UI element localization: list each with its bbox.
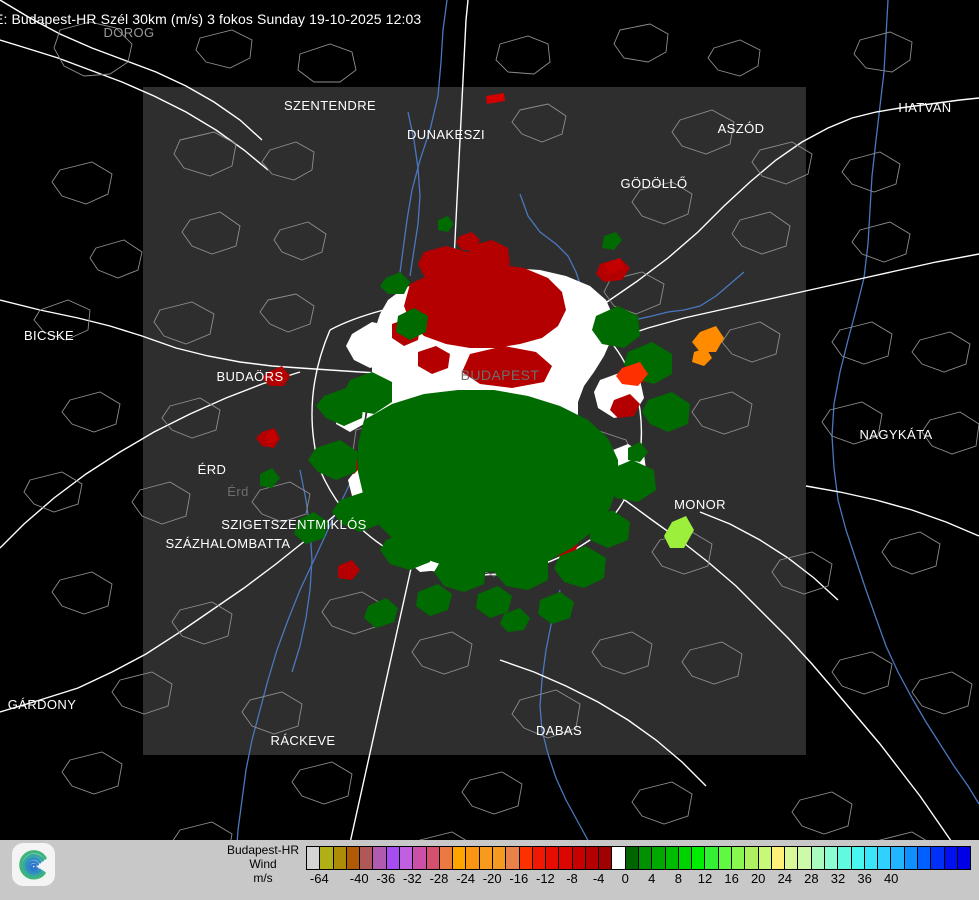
legend-swatch-4 [360,847,374,869]
legend-color-strip [306,846,971,870]
legend-tick-13: 8 [674,871,683,886]
isolated-echo-cells [266,93,724,548]
legend-title: Budapest-HR Wind m/s [222,843,304,885]
legend-tick-0: -64 [309,871,329,886]
legend-tick-2: -36 [376,871,396,886]
legend-swatch-42 [864,847,879,869]
legend-swatch-39 [824,847,839,869]
legend-swatch-40 [838,847,852,869]
legend-swatch-22 [599,847,613,869]
legend-swatch-41 [851,847,865,869]
legend-swatch-26 [652,847,666,869]
legend-swatch-23 [612,847,626,869]
legend-tick-18: 28 [804,871,819,886]
legend-swatch-21 [585,847,600,869]
legend-title-line-2: Wind [249,857,277,871]
legend-title-line-1: Budapest-HR [226,843,300,857]
legend-swatch-2 [333,847,347,869]
legend-swatch-12 [466,847,480,869]
inbound-velocity-echo [256,232,652,580]
legend-swatch-25 [639,847,653,869]
legend-swatch-0 [307,847,321,869]
outbound-velocity-echo [260,216,690,632]
legend-swatch-3 [346,847,361,869]
app-logo-icon[interactable] [11,842,56,887]
legend-swatch-20 [572,847,586,869]
legend-swatch-14 [492,847,507,869]
legend-swatch-17 [532,847,547,869]
legend-tick-1: -40 [349,871,369,886]
legend-swatch-16 [519,847,533,869]
legend-tick-6: -20 [482,871,502,886]
legend-swatch-32 [732,847,746,869]
legend-swatch-19 [559,847,573,869]
legend-swatch-29 [692,847,706,869]
legend-tick-20: 36 [857,871,872,886]
page-title: E: Budapest-HR Szél 30km (m/s) 3 fokos S… [0,11,421,27]
legend-swatch-30 [705,847,719,869]
title-text: Budapest-HR Szél 30km (m/s) 3 fokos Sund… [11,11,422,27]
title-prefix: E: [0,11,8,27]
legend-tick-7: -16 [509,871,529,886]
legend-swatch-49 [957,847,971,869]
legend-swatch-5 [373,847,387,869]
legend-tick-3: -32 [402,871,422,886]
legend-swatch-9 [426,847,440,869]
legend-tick-8: -12 [535,871,555,886]
color-scale-legend: Budapest-HR Wind m/s -64 -40 -36 -32 -28 -24-… [0,840,979,900]
legend-swatch-18 [546,847,560,869]
legend-swatch-28 [678,847,693,869]
legend-tick-11: 0 [621,871,629,886]
legend-swatch-46 [917,847,932,869]
legend-tick-21: 40 [883,871,899,886]
legend-swatch-36 [785,847,799,869]
legend-tick-15: 16 [724,871,739,886]
legend-swatch-37 [798,847,812,869]
legend-tick-12: 4 [648,871,656,886]
legend-swatch-24 [625,847,640,869]
legend-tick-labels: -64 -40 -36 -32 -28 -24 -20 -16 -12 -8 -4 0 4 8 12 16 20… [306,871,971,891]
legend-swatch-11 [453,847,467,869]
legend-swatch-10 [439,847,454,869]
legend-tick-10: -4 [592,871,605,886]
legend-swatch-7 [399,847,414,869]
legend-tick-5: -24 [456,871,475,886]
legend-tick-16: 20 [750,871,766,886]
legend-swatch-31 [718,847,732,869]
legend-swatch-43 [878,847,892,869]
legend-swatch-48 [944,847,958,869]
legend-swatch-44 [891,847,905,869]
legend-swatch-1 [320,847,334,869]
legend-tick-19: 32 [830,871,846,886]
legend-tick-4: -28 [429,871,449,886]
legend-tick-14: 12 [697,871,713,886]
legend-swatch-8 [413,847,427,869]
legend-title-line-3: m/s [253,871,273,885]
legend-swatch-38 [811,847,825,869]
legend-swatch-47 [931,847,945,869]
legend-swatch-45 [904,847,918,869]
legend-tick-17: 24 [777,871,793,886]
legend-tick-9: -8 [566,871,578,886]
legend-swatch-33 [745,847,759,869]
legend-swatch-34 [758,847,772,869]
legend-swatch-15 [506,847,520,869]
legend-swatch-35 [771,847,786,869]
legend-swatch-6 [386,847,400,869]
legend-swatch-27 [665,847,679,869]
legend-swatch-13 [479,847,493,869]
